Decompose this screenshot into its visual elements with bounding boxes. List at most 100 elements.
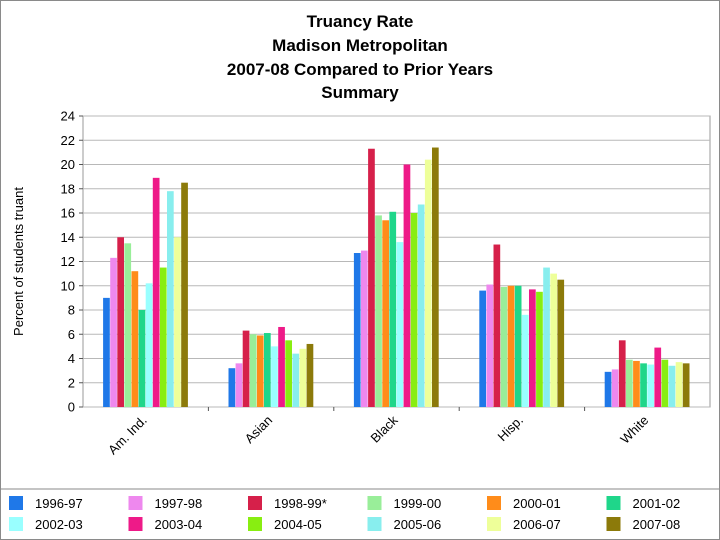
- legend-swatch: [9, 496, 23, 510]
- bar: [382, 220, 389, 407]
- bar: [389, 211, 397, 407]
- bar: [640, 363, 647, 407]
- legend-swatch: [487, 496, 501, 510]
- bar: [131, 271, 139, 407]
- bar: [682, 363, 690, 407]
- bar: [375, 215, 382, 407]
- legend-swatch: [248, 496, 262, 510]
- bar: [152, 177, 160, 407]
- legend-swatch: [248, 517, 262, 531]
- y-tick-label: 0: [68, 400, 75, 415]
- y-tick-label: 20: [61, 157, 75, 172]
- bar: [159, 267, 167, 407]
- bar: [264, 333, 271, 407]
- legend-label: 2003-04: [155, 517, 203, 532]
- legend-label: 2004-05: [274, 517, 322, 532]
- y-tick-label: 4: [68, 351, 75, 366]
- bar: [543, 267, 550, 407]
- chart-title-line: Summary: [321, 83, 399, 102]
- bar: [654, 347, 662, 407]
- y-axis-title: Percent of students truant: [11, 187, 26, 336]
- legend-swatch: [128, 496, 143, 510]
- legend-swatch: [367, 517, 382, 531]
- y-tick-label: 24: [61, 109, 75, 124]
- chart-title-line: Madison Metropolitan: [272, 36, 448, 55]
- bar: [249, 334, 257, 407]
- bar: [353, 253, 361, 407]
- x-category-label: Black: [368, 412, 401, 445]
- bar: [675, 362, 683, 407]
- bar: [536, 291, 543, 407]
- legend-swatch: [9, 517, 23, 531]
- bar: [271, 346, 278, 407]
- y-tick-label: 2: [68, 375, 75, 390]
- bar: [103, 297, 110, 407]
- bar: [403, 164, 411, 407]
- legend-swatch: [606, 496, 621, 510]
- bar: [110, 257, 117, 407]
- legend-label: 1996-97: [35, 496, 83, 511]
- bar: [604, 371, 612, 407]
- legend-label: 2007-08: [633, 517, 681, 532]
- bar: [285, 340, 292, 407]
- x-category-label: White: [617, 413, 651, 447]
- x-category-label: Am. Ind.: [105, 413, 150, 458]
- bar: [529, 289, 536, 407]
- bar: [306, 343, 314, 407]
- y-tick-label: 18: [61, 181, 75, 196]
- bar: [417, 204, 425, 407]
- bar: [167, 191, 174, 407]
- bar: [138, 310, 146, 407]
- bar: [514, 285, 522, 407]
- y-tick-label: 6: [68, 327, 75, 342]
- legend-label: 2006-07: [513, 517, 561, 532]
- y-tick-label: 8: [68, 303, 75, 318]
- bar: [368, 148, 375, 408]
- legend-swatch: [128, 517, 143, 531]
- y-tick-label: 16: [61, 206, 75, 221]
- bar: [235, 363, 243, 407]
- chart-title: Truancy Rate Madison Metropolitan 2007-08 …: [227, 12, 493, 102]
- legend-label: 2000-01: [513, 496, 561, 511]
- bar: [396, 242, 404, 407]
- bar: [145, 283, 153, 407]
- legend-swatch: [487, 517, 501, 531]
- bar: [361, 250, 368, 407]
- bar: [479, 290, 486, 407]
- bar: [486, 284, 494, 407]
- bar: [557, 279, 565, 407]
- legend: 1996-97 1997-98 1998-99* 1999-00 2000-01 2001…: [1, 488, 719, 532]
- bar: [611, 369, 619, 407]
- bar: [410, 213, 418, 407]
- bar: [228, 368, 236, 407]
- bar: [117, 237, 124, 407]
- bar: [256, 335, 264, 407]
- bar: [668, 365, 676, 407]
- bar: [626, 359, 633, 407]
- bar: [633, 360, 640, 407]
- bar: [550, 273, 557, 407]
- bar: [507, 285, 515, 407]
- legend-label: 2002-03: [35, 517, 83, 532]
- chart-title-line: Truancy Rate: [307, 12, 414, 31]
- legend-swatch: [606, 517, 621, 531]
- legend-label: 2001-02: [633, 496, 681, 511]
- bar: [521, 314, 529, 407]
- bar: [618, 340, 626, 407]
- legend-label: 1998-99*: [274, 496, 327, 511]
- y-tick-label: 10: [61, 278, 75, 293]
- bar: [500, 286, 508, 407]
- y-tick-label: 14: [61, 230, 75, 245]
- legend-swatch: [367, 496, 382, 510]
- chart-title-line: 2007-08 Compared to Prior Years: [227, 60, 493, 79]
- bar: [292, 353, 300, 407]
- legend-label: 2005-06: [394, 517, 442, 532]
- bar: [299, 348, 307, 407]
- bar: [124, 243, 132, 407]
- bar: [181, 182, 188, 407]
- x-category-label: Asian: [242, 413, 276, 447]
- x-category-label: Hisp.: [494, 413, 526, 445]
- bar: [424, 159, 432, 407]
